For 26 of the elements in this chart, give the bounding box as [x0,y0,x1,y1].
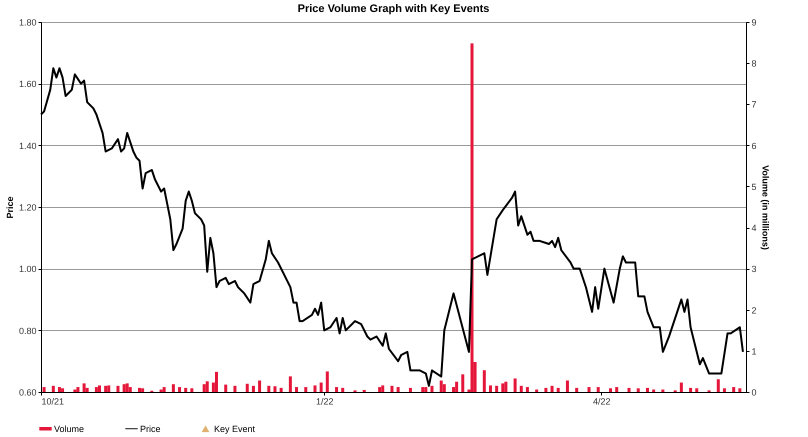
y2-tick-label: 7 [752,100,757,110]
legend-label: Volume [54,424,84,434]
y-axis-title: Price [4,196,15,219]
y2-tick-label: 0 [752,388,757,398]
y-tick-label: 0.80 [18,326,36,336]
legend-label: Price [140,424,161,434]
y-tick-label: 1.40 [18,140,36,151]
y2-tick-label: 2 [752,305,757,316]
y-tick-label: 1.60 [18,79,36,90]
legend-label: Key Event [214,424,256,434]
y2-tick-label: 1 [752,346,757,356]
x-tick-label: 1/22 [316,396,334,406]
y2-tick-label: 5 [752,182,757,192]
y-tick-label: 1.20 [18,202,36,212]
y-tick-label: 1.00 [18,264,36,274]
chart-title: Price Volume Graph with Key Events [298,3,490,15]
y2-tick-label: 6 [752,140,757,151]
y2-tick-label: 8 [752,58,757,69]
y-tick-label: 1.80 [18,18,36,28]
y2-axis-title: Volume (in millions) [760,165,771,250]
y2-tick-label: 3 [752,264,757,274]
y-tick-label: 0.60 [18,388,36,398]
y2-tick-label: 4 [752,223,757,234]
x-tick-label: 10/21 [42,396,64,406]
x-tick-label: 4/22 [593,396,611,406]
y2-tick-label: 9 [752,18,757,28]
